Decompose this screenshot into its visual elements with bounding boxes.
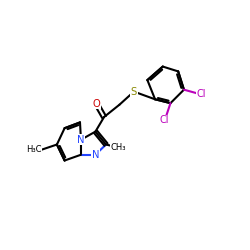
- Text: CH₃: CH₃: [111, 143, 126, 152]
- Text: N: N: [77, 135, 85, 145]
- Text: O: O: [92, 98, 100, 108]
- Text: H₃C: H₃C: [26, 145, 42, 154]
- Text: Cl: Cl: [160, 116, 170, 126]
- Text: S: S: [131, 86, 137, 97]
- Text: Cl: Cl: [196, 90, 206, 100]
- Text: N: N: [92, 150, 99, 160]
